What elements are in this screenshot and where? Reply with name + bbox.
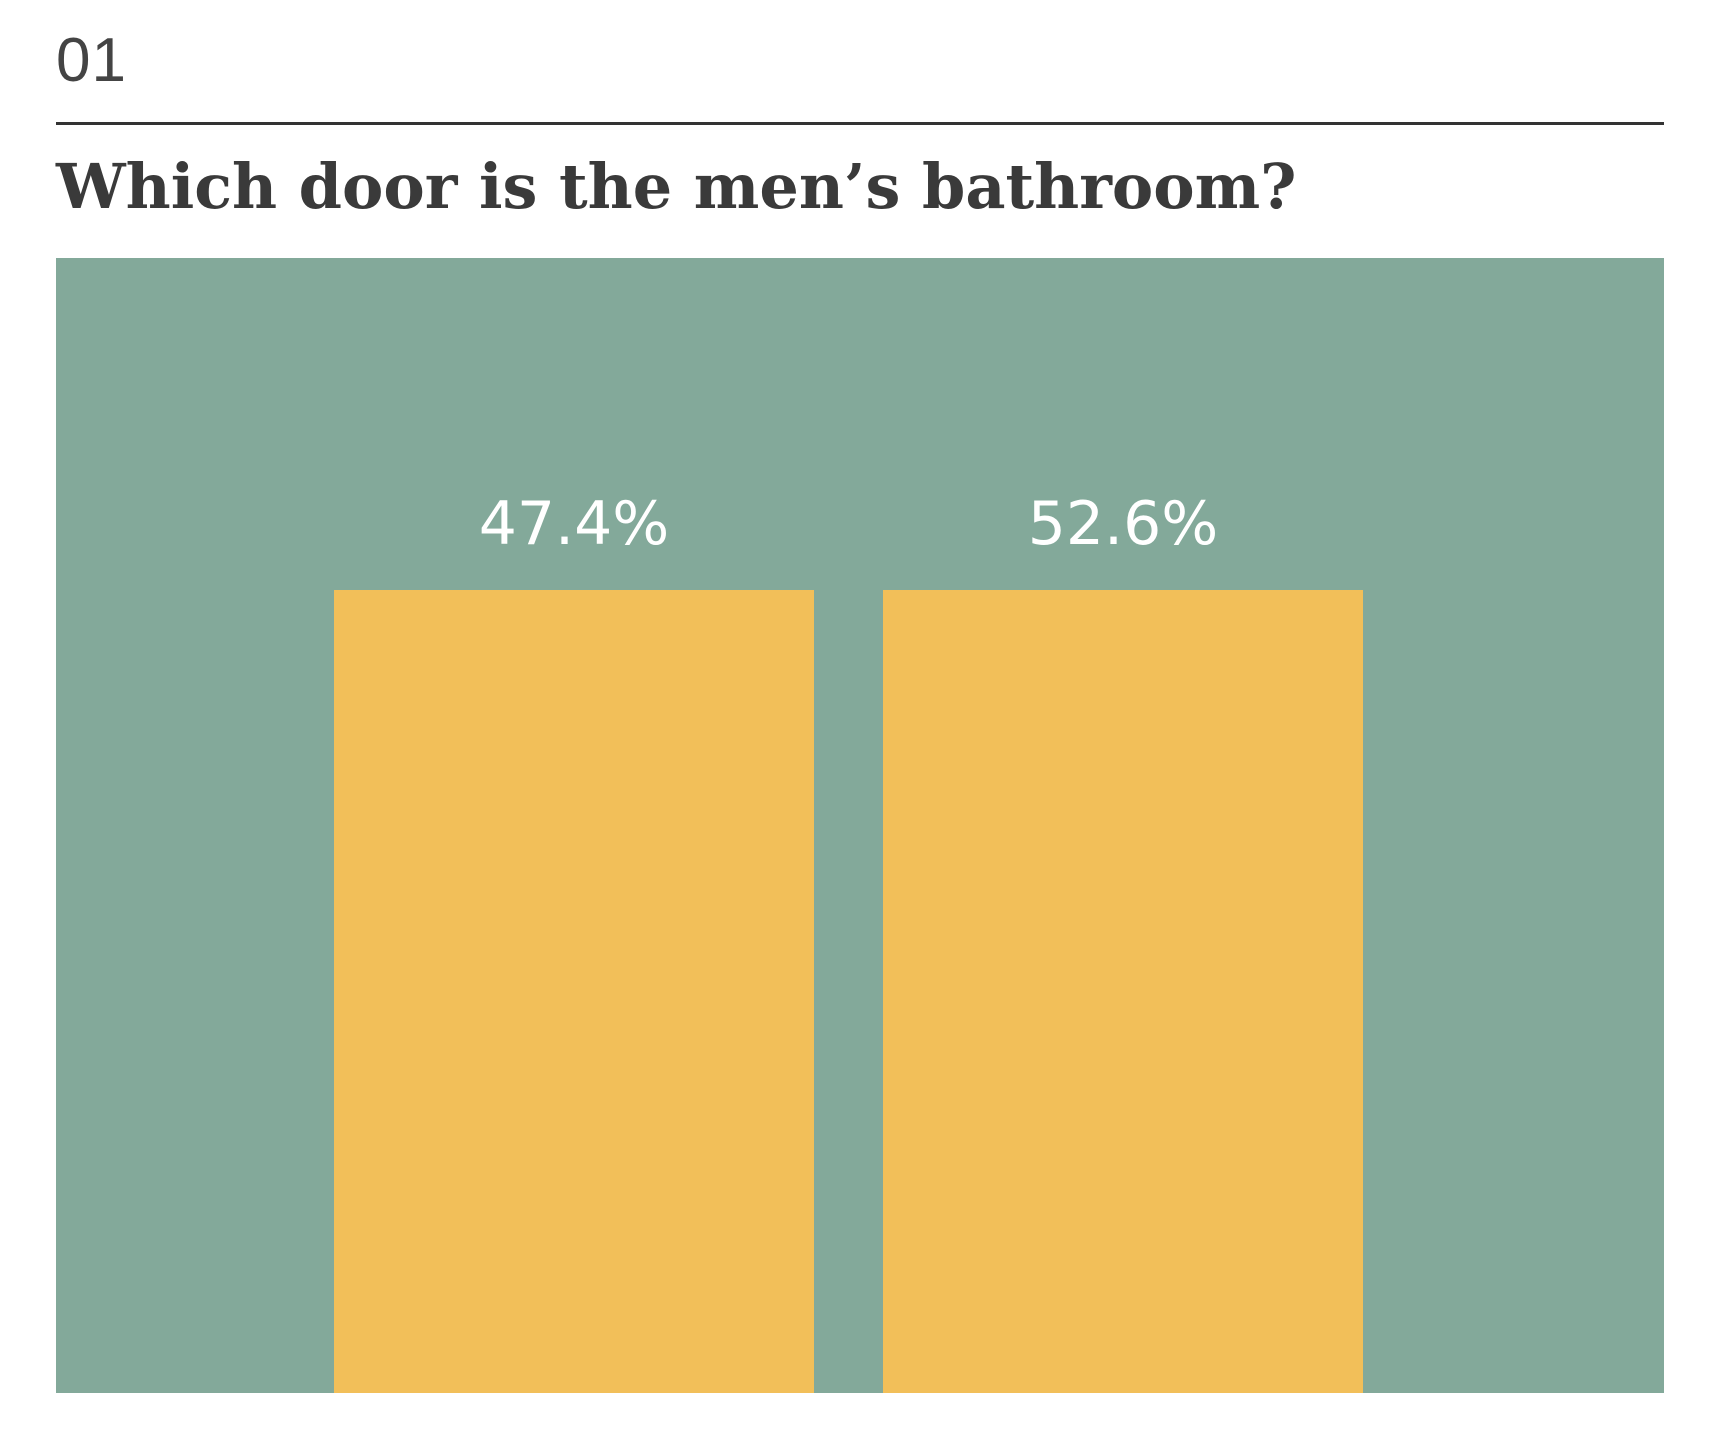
door-right-percent: 52.6% [1027,489,1219,559]
doors-panel: 47.4% 52.6% [56,258,1664,1393]
question-number: 01 [56,26,127,95]
door-right [883,590,1363,1393]
door-left [334,590,814,1393]
door-left-percent: 47.4% [478,489,670,559]
divider-line [56,122,1664,125]
question-title: Which door is the men’s bathroom? [56,150,1297,223]
